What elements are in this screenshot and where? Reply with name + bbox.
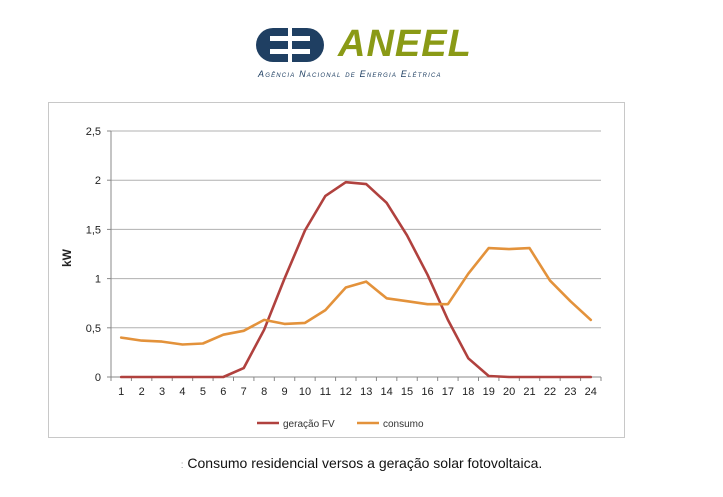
x-tick-label: 18 <box>462 386 474 398</box>
series-line-geracao-fv <box>119 180 593 379</box>
x-tick-label: 10 <box>299 386 311 398</box>
figure-caption: : Consumo residencial versos a geração s… <box>0 455 723 471</box>
aneel-emblem-icon <box>256 28 324 62</box>
x-tick-label: 22 <box>544 386 556 398</box>
y-tick-label: 1,5 <box>86 224 101 236</box>
logo-wordmark: ANEEL <box>338 23 472 65</box>
x-tick-label: 7 <box>241 386 247 398</box>
x-tick-label: 20 <box>503 386 515 398</box>
x-tick-label: 15 <box>401 386 413 398</box>
y-tick-label: 2,5 <box>86 126 101 138</box>
x-tick-label: 16 <box>421 386 433 398</box>
x-tick-label: 23 <box>564 386 576 398</box>
y-tick-label: 0,5 <box>86 323 101 335</box>
legend-item-consumo-label: consumo <box>383 419 424 430</box>
y-axis-label: kW <box>60 248 74 267</box>
legend-item-geracao-fv-label: geração FV <box>283 419 335 430</box>
x-tick-label: 5 <box>200 386 206 398</box>
x-tick-label: 2 <box>139 386 145 398</box>
caption-mark: : <box>180 460 184 471</box>
chart-frame: 0 0,5 1 1,5 2 2,5 1 2 3 4 5 6 7 8 9 10 11 12 13 14 15 16 17 18… <box>48 102 625 438</box>
x-tick-label: 9 <box>281 386 287 398</box>
line-chart: 00,511,522,5 1 2 3 4 5 6 7 8 9 10 11 12 13 14 15 16 17 18… <box>60 126 602 430</box>
x-tick-label: 3 <box>159 386 165 398</box>
x-tick-label: 12 <box>340 386 352 398</box>
x-tick-label: 13 <box>360 386 372 398</box>
y-tick-label: 0 <box>95 372 101 384</box>
x-tick-label: 17 <box>442 386 454 398</box>
logo-subtitle: Agência Nacional de Energia Elétrica <box>258 69 442 79</box>
x-tick-label: 1 <box>118 386 124 398</box>
x-tick-label: 24 <box>585 386 597 398</box>
series-layer <box>119 180 593 379</box>
x-tick-label: 21 <box>523 386 535 398</box>
x-tick-label: 11 <box>320 386 331 398</box>
x-tick-labels: 1 2 3 4 5 6 7 8 9 10 11 12 13 14 15 16 17 18 19 20 21 22 23 24 <box>118 386 597 398</box>
aneel-logo: ANEEL Agência Nacional de Energia Elétri… <box>252 22 472 84</box>
grid-layer <box>107 130 602 381</box>
legend: geração FV consumo <box>257 419 424 430</box>
y-tick-labels: 0 0,5 1 1,5 2 2,5 <box>86 126 101 384</box>
x-tick-label: 14 <box>381 386 393 398</box>
y-tick-label: 1 <box>95 274 101 286</box>
y-tick-label: 2 <box>95 175 101 187</box>
x-tick-label: 8 <box>261 386 267 398</box>
caption-text: Consumo residencial versos a geração sol… <box>187 455 543 471</box>
x-tick-label: 6 <box>220 386 226 398</box>
series-line-consumo <box>119 246 593 346</box>
x-tick-label: 4 <box>179 386 185 398</box>
x-tick-label: 19 <box>483 386 495 398</box>
